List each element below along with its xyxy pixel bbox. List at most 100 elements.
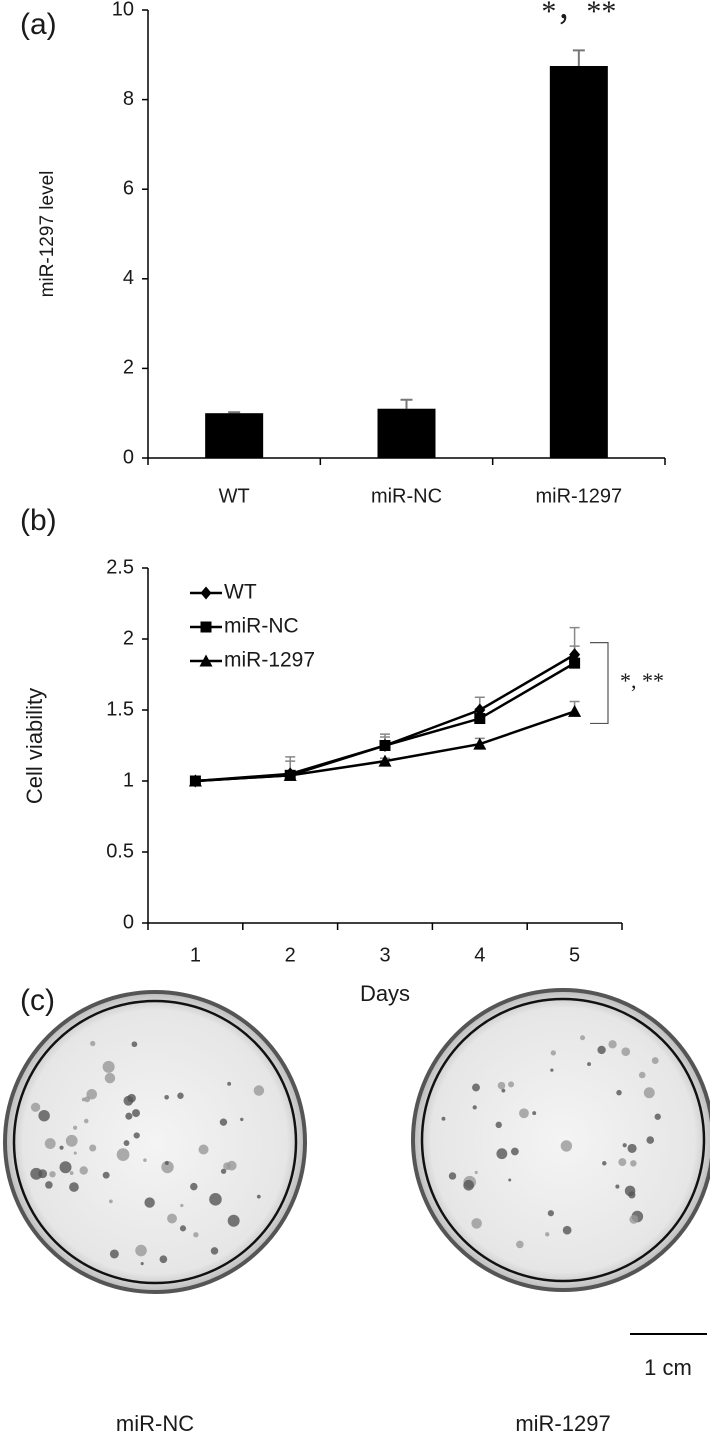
colony: [550, 1068, 554, 1072]
marker: [473, 737, 487, 750]
colony: [69, 1171, 74, 1175]
y-tick-label: 2: [123, 357, 134, 379]
colony: [624, 1185, 636, 1197]
dish: [411, 988, 710, 1292]
colony: [463, 1179, 474, 1191]
colony: [73, 1125, 78, 1130]
colony: [59, 1161, 72, 1174]
colony: [618, 1158, 627, 1167]
colony: [45, 1181, 53, 1189]
y-axis-title: Cell viability: [22, 688, 47, 804]
colony: [164, 1094, 169, 1100]
y-tick-label: 0: [123, 446, 134, 468]
marker: [568, 704, 582, 717]
colony: [621, 1047, 631, 1057]
colony: [65, 1134, 78, 1147]
colony: [135, 1244, 147, 1257]
colony: [131, 1041, 138, 1048]
colony: [654, 1113, 661, 1120]
colony: [86, 1088, 98, 1100]
colony: [140, 1262, 144, 1266]
colony: [227, 1214, 240, 1227]
colony: [615, 1184, 620, 1189]
x-tick-label: 1: [190, 944, 201, 966]
colony: [448, 1172, 457, 1180]
colony: [104, 1072, 116, 1084]
colony: [597, 1045, 606, 1055]
colony: [516, 1240, 524, 1249]
significance-bracket: [590, 642, 609, 725]
y-tick-label: 10: [112, 0, 134, 20]
colony: [79, 1166, 88, 1175]
colony: [59, 1145, 64, 1150]
colony: [508, 1081, 515, 1088]
colony: [510, 1147, 519, 1156]
y-tick-label: 4: [123, 267, 134, 289]
colony: [550, 1050, 556, 1056]
y-tick-label: 1: [123, 769, 134, 791]
marker: [569, 657, 581, 669]
colony: [547, 1210, 554, 1217]
colony: [143, 1158, 147, 1162]
colony: [180, 1203, 184, 1208]
colony: [159, 1255, 168, 1264]
colony: [651, 1057, 659, 1064]
colony: [622, 1143, 627, 1148]
panel-label: (b): [20, 504, 57, 537]
colony: [630, 1160, 637, 1167]
colony: [30, 1167, 43, 1180]
colony: [123, 1140, 130, 1146]
y-tick-label: 6: [123, 177, 134, 199]
colony: [508, 1178, 512, 1182]
marker: [188, 774, 202, 787]
colony: [629, 1214, 639, 1224]
colony: [496, 1148, 508, 1160]
colony: [562, 1225, 572, 1235]
plate-label: miR-1297: [515, 1411, 610, 1436]
y-tick-label: 2.5: [106, 556, 134, 578]
colony: [116, 1148, 130, 1161]
panel-label: (c): [20, 984, 55, 1017]
colony: [179, 1225, 187, 1232]
colony: [560, 1140, 573, 1152]
bar: [205, 413, 264, 458]
x-tick-label: miR-NC: [371, 485, 442, 507]
x-tick-label: 5: [569, 944, 580, 966]
y-tick-label: 1.5: [106, 698, 134, 720]
error-bar: [572, 49, 585, 66]
significance: *，**: [541, 0, 616, 28]
colony: [161, 1160, 174, 1174]
colony: [81, 1097, 86, 1102]
colony: [109, 1249, 119, 1259]
colony-plates: [3, 988, 710, 1294]
plate-label: miR-NC: [116, 1411, 194, 1436]
colony: [193, 1232, 199, 1238]
dish-rim: [12, 999, 298, 1285]
colony: [123, 1095, 134, 1106]
colony: [198, 1144, 209, 1155]
colony: [69, 1182, 79, 1192]
marker: [474, 713, 486, 725]
x-tick-label: WT: [219, 485, 250, 507]
colony: [210, 1247, 219, 1255]
marker: [378, 754, 392, 767]
dish-rim: [420, 997, 706, 1283]
colony: [627, 1143, 637, 1153]
bar: [377, 408, 436, 458]
panel-label: (a): [20, 8, 57, 41]
colony: [532, 1111, 537, 1116]
x-axis-title: Days: [360, 981, 410, 1006]
colony: [545, 1232, 550, 1237]
legend-label: miR-1297: [224, 649, 315, 672]
colony: [472, 1083, 480, 1092]
colony: [89, 1144, 97, 1152]
x-tick-label: 3: [379, 944, 390, 966]
colony: [471, 1218, 482, 1229]
colony: [83, 1118, 89, 1124]
scale-label: 1 cm: [644, 1355, 692, 1380]
error-bar: [228, 411, 241, 414]
colony: [602, 1161, 607, 1166]
colony: [608, 1040, 617, 1049]
